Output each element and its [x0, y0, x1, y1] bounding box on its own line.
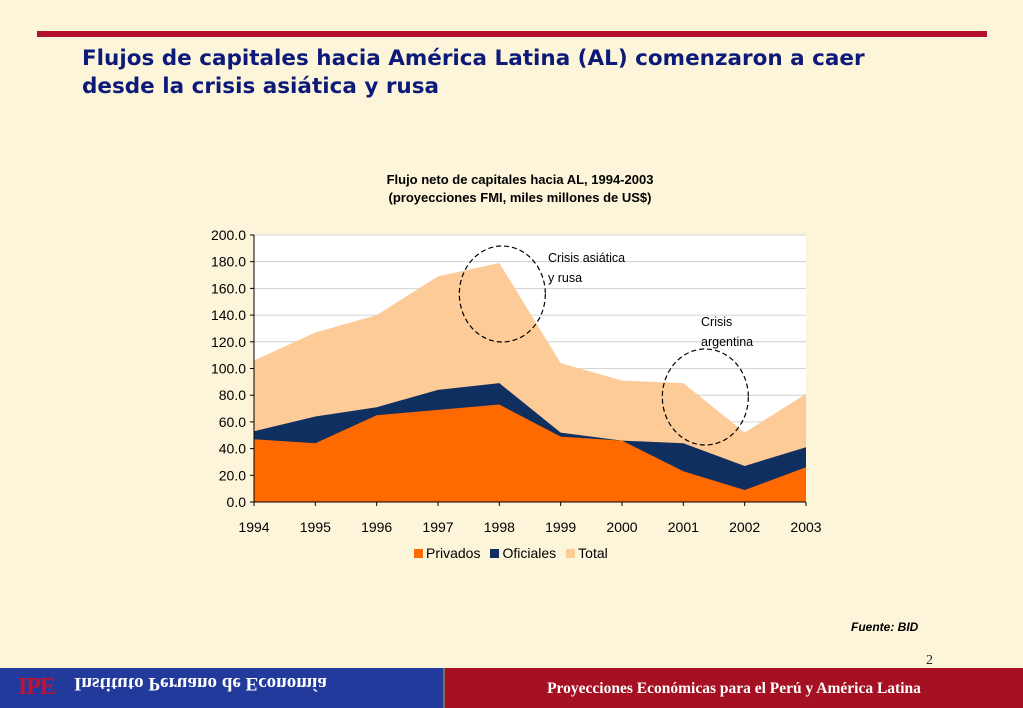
point-privados-2001 [682, 470, 684, 472]
point-total-1999 [559, 362, 561, 364]
crisis-argentina-circle [661, 348, 749, 446]
x-tick-label: 1999 [545, 519, 576, 535]
point-privados-1998 [498, 403, 500, 405]
x-tick-label: 2001 [668, 519, 699, 535]
crisis-argentina-label-line2: argentina [701, 335, 753, 349]
slide-title-line1: Flujos de capitales hacia América Latina… [82, 46, 865, 71]
legend-swatch-total [566, 548, 576, 558]
point-oficiales-1997 [437, 389, 439, 391]
y-tick-label: 120.0 [211, 334, 246, 350]
y-tick-label: 160.0 [211, 280, 246, 296]
page-number: 2 [926, 653, 933, 668]
point-total-2003 [805, 393, 807, 395]
legend-item-privados: Privados [414, 545, 480, 561]
point-privados-1995 [314, 442, 316, 444]
x-tick-label: 2002 [729, 519, 760, 535]
point-oficiales-1996 [375, 406, 377, 408]
source-note: Fuente: BID [851, 620, 919, 634]
y-tick-label: 20.0 [219, 467, 246, 483]
x-tick-label: 1995 [300, 519, 331, 535]
point-privados-2002 [743, 489, 745, 491]
x-tick-label: 2003 [790, 519, 821, 535]
area-privados [254, 404, 806, 502]
slide-title: Flujos de capitales hacia América Latina… [82, 45, 992, 101]
legend-item-total: Total [566, 545, 608, 561]
legend-label-total: Total [578, 545, 608, 561]
point-oficiales-2003 [805, 446, 807, 448]
footer-right-band [445, 668, 1023, 708]
y-tick-label: 100.0 [211, 361, 246, 377]
legend-swatch-privados [414, 548, 423, 558]
slide-title-line2: desde la crisis asiática y rusa [82, 74, 440, 99]
chart-title-line2: (proyecciones FMI, miles millones de US$… [388, 190, 652, 205]
point-oficiales-1995 [314, 415, 316, 417]
point-total-1997 [437, 275, 439, 277]
point-privados-1999 [559, 435, 561, 437]
footer-divider [443, 668, 445, 708]
x-tick-label: 1997 [422, 519, 453, 535]
x-tick-label: 1998 [484, 519, 515, 535]
point-oficiales-2000 [621, 439, 623, 441]
point-privados-2003 [805, 466, 807, 468]
point-total-2001 [682, 382, 684, 384]
legend-swatch-oficiales [490, 548, 500, 558]
footer-left-band [0, 668, 443, 708]
y-tick-label: 40.0 [219, 441, 246, 457]
y-tick-label: 140.0 [211, 307, 246, 323]
point-total-1995 [314, 331, 316, 333]
y-tick-label: 180.0 [211, 254, 246, 270]
chart-title-line1: Flujo neto de capitales hacia AL, 1994-2… [386, 172, 654, 187]
top-rule [37, 31, 987, 37]
chart-title: Flujo neto de capitales hacia AL, 1994-2… [300, 171, 740, 207]
x-tick-label: 2000 [606, 519, 637, 535]
x-tick-label: 1996 [361, 519, 392, 535]
legend-label-oficiales: Oficiales [502, 545, 557, 561]
x-tick-label: 1994 [238, 519, 269, 535]
point-oficiales-1998 [498, 382, 500, 384]
crisis-asiatica-label-line2: y rusa [548, 271, 582, 285]
crisis-asiatica-label-line1: Crisis asiática [548, 251, 625, 265]
ipe-logo: IPE [18, 674, 56, 700]
y-tick-label: 60.0 [219, 414, 246, 430]
point-total-2000 [621, 379, 623, 381]
crisis-argentina-label-line1: Crisis [701, 315, 732, 329]
point-total-1998 [498, 262, 500, 264]
point-total-1996 [375, 314, 377, 316]
point-privados-1996 [375, 414, 377, 416]
institute-name: Instituto Peruano de Economía [74, 673, 327, 694]
point-oficiales-2002 [743, 465, 745, 467]
y-tick-label: 200.0 [211, 227, 246, 243]
legend-item-oficiales: Oficiales [490, 545, 556, 561]
legend-label-privados: Privados [426, 545, 481, 561]
point-privados-1997 [437, 409, 439, 411]
chart-legend: Privados Oficiales Total [414, 545, 608, 561]
point-oficiales-2001 [682, 442, 684, 444]
crisis-asiatica-circle [458, 245, 546, 343]
footer-caption: Proyecciones Económicas para el Perú y A… [547, 680, 921, 697]
footer-gap [445, 666, 1023, 668]
point-oficiales-1999 [559, 431, 561, 433]
y-tick-label: 0.0 [227, 494, 247, 510]
point-total-2002 [743, 431, 745, 433]
y-tick-label: 80.0 [219, 387, 246, 403]
